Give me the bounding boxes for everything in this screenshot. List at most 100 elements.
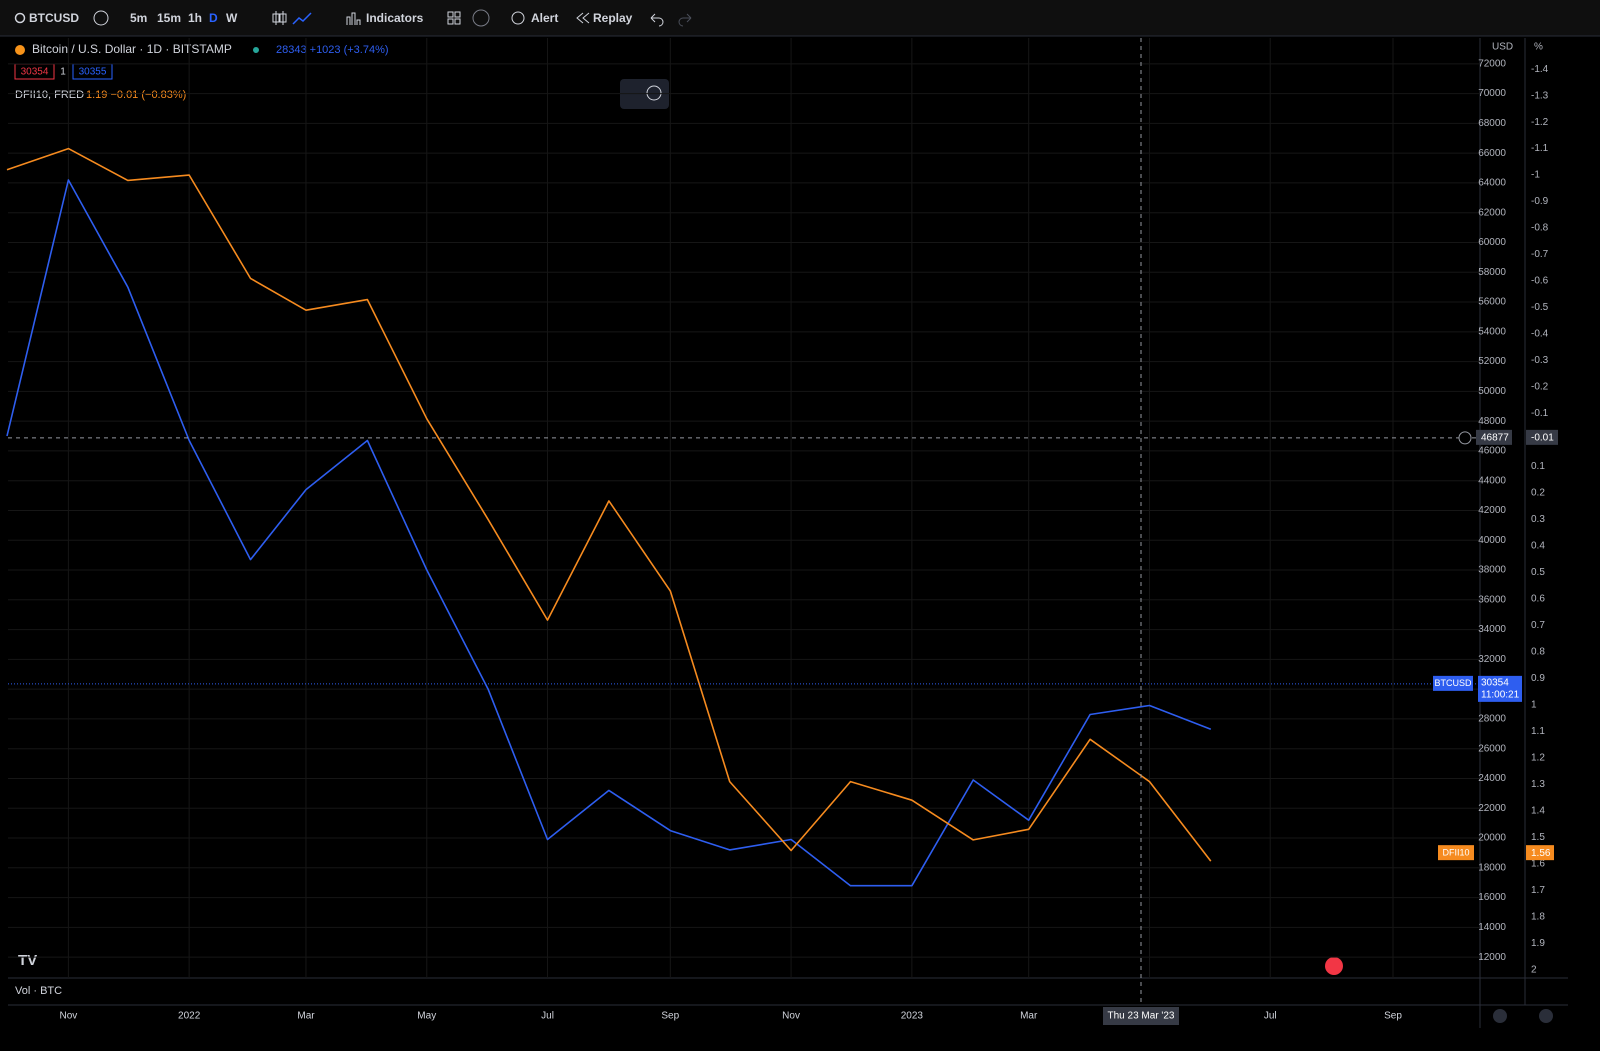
replay-icon[interactable] [576, 12, 590, 24]
y-tick-label: 58000 [1478, 267, 1506, 278]
indicators-icon[interactable] [346, 12, 361, 25]
symbol[interactable]: BTCUSD [29, 11, 79, 25]
y2-tick-label: -1.4 [1531, 64, 1549, 75]
settings-button[interactable] [1539, 1009, 1553, 1023]
bid[interactable]: 30354 [21, 67, 49, 78]
y2-tick-label: -0.5 [1531, 302, 1549, 313]
auto-scale-button[interactable] [1493, 1009, 1507, 1023]
layouts-icon[interactable] [454, 11, 461, 18]
redo-icon[interactable] [678, 13, 692, 27]
x-tick-label: Mar [297, 1011, 315, 1022]
undo-icon[interactable] [650, 13, 664, 27]
y-tick-label: 46000 [1478, 446, 1506, 457]
y-tick-label: 18000 [1478, 862, 1506, 873]
series-line [6, 147, 1212, 862]
y-tick-label: 60000 [1478, 237, 1506, 248]
y2-tick-label: -0.8 [1531, 223, 1549, 234]
y-axis-unit[interactable]: USD [1492, 42, 1513, 53]
crosshair-plus [1458, 431, 1472, 445]
y2-tick-label: 1.5 [1531, 832, 1545, 843]
indicators-button[interactable]: Indicators [366, 11, 424, 25]
interval[interactable]: W [226, 11, 238, 25]
y-tick-label: 32000 [1478, 654, 1506, 665]
y-tick-label: 48000 [1478, 416, 1506, 427]
y2-tick-label: 0.8 [1531, 646, 1545, 657]
y2-tick-label: 0.3 [1531, 514, 1545, 525]
y2-tick-label: 2 [1531, 964, 1537, 975]
interval[interactable]: 15m [157, 11, 181, 25]
overlays: 1200014000160001800020000220002400026000… [8, 38, 1558, 1025]
y2-tick-label: 0.7 [1531, 620, 1545, 631]
crosshair-price: 46877 [1481, 433, 1509, 444]
volume-pane-label[interactable]: Vol · BTC [15, 985, 62, 997]
y-tick-label: 24000 [1478, 773, 1506, 784]
line-style-icon[interactable] [292, 12, 312, 25]
logo: TV [18, 952, 37, 969]
interval-active[interactable]: D [209, 11, 218, 25]
series-tag [1438, 845, 1474, 861]
alert-icon[interactable] [511, 11, 525, 25]
plot [6, 38, 1480, 978]
y2-tick-label: -1.3 [1531, 90, 1549, 101]
y2-tick-label: -0.2 [1531, 382, 1549, 393]
interval[interactable]: 1h [188, 11, 202, 25]
value-tag-value: 1.56 [1531, 848, 1551, 859]
crosshair-date-tag [1103, 1007, 1179, 1025]
crosshair-price-tag [1476, 429, 1512, 445]
y2-tick-label: 0.1 [1531, 461, 1545, 472]
y-tick-label: 44000 [1478, 475, 1506, 486]
spread: 1 [60, 67, 66, 78]
y-tick-label: 36000 [1478, 594, 1506, 605]
x-tick-label: Jul [541, 1011, 554, 1022]
alert-button[interactable]: Alert [531, 11, 558, 25]
y2-tick-label: -0.9 [1531, 196, 1549, 207]
series-tag-label: DFII10 [1442, 848, 1469, 858]
y-tick-label: 66000 [1478, 148, 1506, 159]
templates-icon[interactable] [472, 9, 490, 27]
legend-title[interactable]: Bitcoin / U.S. Dollar · 1D · BITSTAMP [32, 42, 232, 56]
replay-button[interactable]: Replay [593, 11, 633, 25]
layouts-icon[interactable] [447, 11, 454, 18]
favorite-icon[interactable] [646, 85, 662, 101]
x-tick-label: Mar [1020, 1011, 1038, 1022]
y2-axis-unit[interactable]: % [1534, 42, 1543, 53]
y-tick-label: 54000 [1478, 326, 1506, 337]
y2-tick-label: 1.8 [1531, 911, 1545, 922]
interval[interactable]: 5m [130, 11, 147, 25]
x-tick-label: Sep [1384, 1011, 1402, 1022]
y-tick-label: 70000 [1478, 88, 1506, 99]
price-tag [1478, 675, 1522, 702]
y2-tick-label: 0.4 [1531, 541, 1545, 552]
x-tick-label: Nov [782, 1011, 800, 1022]
y-tick-label: 20000 [1478, 833, 1506, 844]
search-icon[interactable] [14, 12, 26, 24]
y-tick-label: 14000 [1478, 922, 1506, 933]
x-tick-label: 2022 [178, 1011, 201, 1022]
y-tick-label: 62000 [1478, 207, 1506, 218]
x-tick-label: 2023 [901, 1011, 924, 1022]
add-symbol[interactable] [93, 10, 109, 26]
y-tick-label: 68000 [1478, 118, 1506, 129]
layouts-icon[interactable] [447, 18, 454, 25]
event-icon[interactable] [1325, 957, 1343, 975]
y2-tick-label: 1.6 [1531, 858, 1545, 869]
y-tick-label: 42000 [1478, 505, 1506, 516]
study-name[interactable]: DFII10, FRED [15, 89, 84, 101]
y-tick-label: 52000 [1478, 356, 1506, 367]
y-tick-label: 22000 [1478, 803, 1506, 814]
y2-tick-label: 1.7 [1531, 885, 1545, 896]
layouts-icon[interactable] [454, 18, 461, 25]
crosshair-percent-tag [1526, 429, 1558, 445]
ask[interactable]: 30355 [79, 67, 107, 78]
y2-tick-label: -0.3 [1531, 355, 1549, 366]
value-tag [1526, 845, 1554, 861]
y2-tick-label: -1.2 [1531, 117, 1549, 128]
price-tag-timer: 11:00:21 [1481, 690, 1520, 701]
chart-type-icon[interactable] [272, 11, 287, 25]
y2-tick-label: -0.7 [1531, 249, 1549, 260]
y2-tick-label: 1 [1531, 699, 1537, 710]
y2-tick-label: 0.6 [1531, 594, 1545, 605]
y2-tick-label: -0.1 [1531, 408, 1549, 419]
